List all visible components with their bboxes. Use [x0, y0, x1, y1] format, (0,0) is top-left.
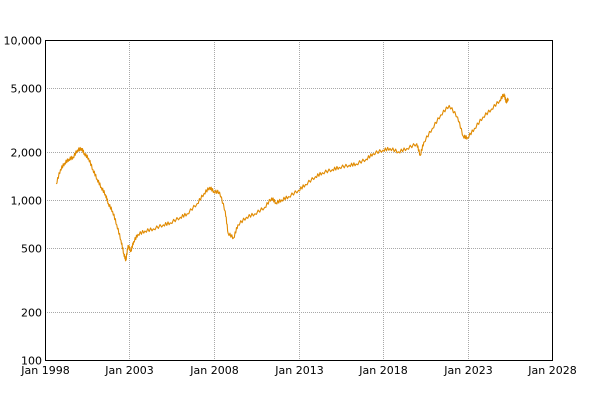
y-tick-label: 100 [21, 355, 42, 368]
grid-lines [45, 40, 552, 360]
series-layer [55, 93, 509, 262]
y-tick-label: 1,000 [11, 195, 43, 208]
y-tick-label: 500 [21, 243, 42, 256]
x-tick-label: Jan 2008 [189, 364, 238, 377]
x-tick-label: Jan 2003 [104, 364, 153, 377]
x-tick-label: Jan 1998 [20, 364, 69, 377]
y-tick-label: 5,000 [11, 83, 43, 96]
y-tick-label: 200 [21, 307, 42, 320]
series-line [55, 93, 509, 262]
x-axis-tick-labels: Jan 1998 Jan 2003 Jan 2008 Jan 2013 Jan 2018… [20, 364, 576, 377]
y-tick-label: 10,000 [4, 35, 43, 48]
plot-frame [45, 40, 553, 361]
y-axis-tick-labels: 100 200 500 1,000 2,000 5,000 10,000 [4, 35, 43, 368]
x-tick-label: Jan 2028 [527, 364, 576, 377]
y-tick-label: 2,000 [11, 147, 43, 160]
x-tick-label: Jan 2023 [443, 364, 492, 377]
x-tick-label: Jan 2013 [274, 364, 323, 377]
x-tick-label: Jan 2018 [358, 364, 407, 377]
